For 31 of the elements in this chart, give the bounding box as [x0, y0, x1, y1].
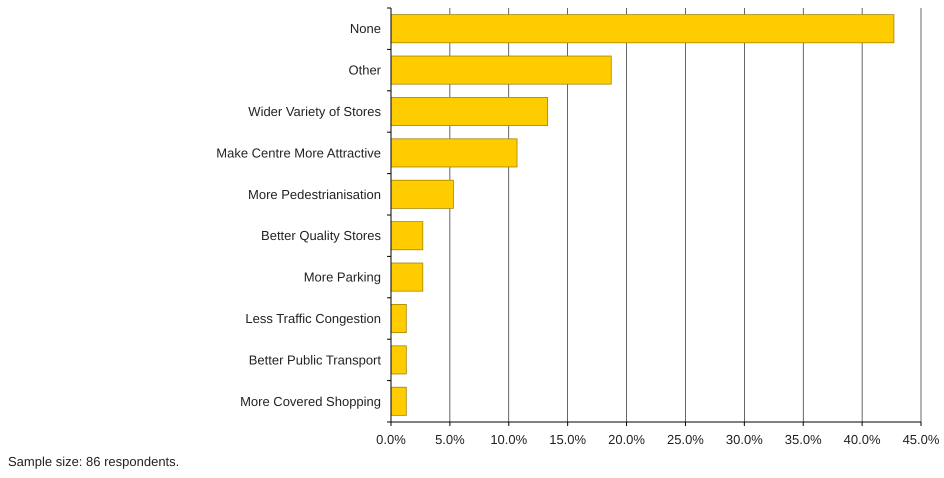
- y-tick-label: Better Quality Stores: [261, 228, 382, 244]
- bar: [390, 14, 894, 44]
- bar: [390, 138, 518, 168]
- bar: [390, 262, 424, 292]
- bar: [390, 221, 424, 250]
- y-tick-label: Wider Variety of Stores: [248, 104, 382, 119]
- bar: [390, 386, 407, 416]
- y-tick-label: Make Centre More Attractive: [216, 145, 381, 160]
- x-tick-label: 40.0%: [844, 432, 881, 447]
- y-tick-label: More Parking: [304, 270, 381, 285]
- y-tick-label: More Covered Shopping: [240, 394, 381, 409]
- x-tick-label: 25.0%: [667, 432, 704, 447]
- x-tick-label: 5.0%: [435, 432, 466, 447]
- x-tick-label: 0.0%: [376, 432, 406, 447]
- bar: [390, 304, 407, 333]
- bar: [390, 345, 407, 374]
- bar: [390, 97, 548, 126]
- x-tick-label: 35.0%: [784, 432, 822, 447]
- text: Sample size: 86 respondents.: [8, 454, 180, 469]
- bar: [390, 56, 612, 85]
- y-tick-label: Less Traffic Congestion: [245, 311, 381, 326]
- x-tick-label: 45.0%: [902, 432, 940, 447]
- y-tick-label: Better Public Transport: [248, 352, 382, 368]
- y-tick-label: More Pedestrianisation: [248, 186, 381, 202]
- x-tick-label: 10.0%: [490, 432, 528, 447]
- x-tick-label: 15.0%: [549, 432, 587, 447]
- x-tick-label: 20.0%: [608, 432, 646, 447]
- y-tick-label: None: [350, 21, 381, 36]
- x-tick-label: 30.0%: [726, 432, 764, 447]
- y-tick-label: Other: [348, 62, 382, 78]
- bar: [390, 180, 454, 209]
